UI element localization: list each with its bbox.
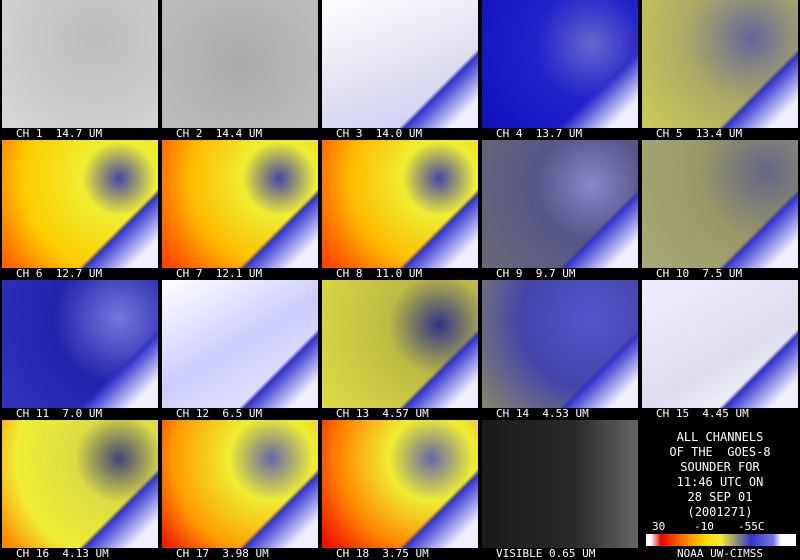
channel-image bbox=[642, 0, 798, 128]
channel-image bbox=[322, 280, 478, 408]
channel-panel: CH 18 3.75 UM bbox=[320, 420, 480, 560]
coast bbox=[482, 140, 638, 268]
credit: NOAA UW-CIMSS bbox=[676, 547, 764, 560]
channel-panel: CH 5 13.4 UM bbox=[640, 0, 800, 140]
coast bbox=[322, 0, 478, 128]
info-line: 28 SEP 01 bbox=[687, 490, 753, 504]
coast bbox=[322, 420, 478, 548]
channel-panel: CH 13 4.57 UM bbox=[320, 280, 480, 420]
channel-panel: CH 2 14.4 UM bbox=[160, 0, 320, 140]
channel-label: CH 2 14.4 UM bbox=[160, 128, 320, 140]
channel-image bbox=[2, 280, 158, 408]
scale-label: 30 bbox=[652, 520, 666, 533]
channel-image bbox=[322, 140, 478, 268]
channel-label: CH 17 3.98 UM bbox=[160, 548, 320, 560]
channel-label: CH 18 3.75 UM bbox=[320, 548, 480, 560]
coast bbox=[642, 280, 798, 408]
channel-panel: CH 17 3.98 UM bbox=[160, 420, 320, 560]
coast bbox=[2, 420, 158, 548]
channel-panel: CH 16 4.13 UM bbox=[0, 420, 160, 560]
info-line: SOUNDER FOR bbox=[680, 460, 760, 474]
coast bbox=[322, 280, 478, 408]
coast bbox=[642, 0, 798, 128]
channel-panel: CH 3 14.0 UM bbox=[320, 0, 480, 140]
coast bbox=[482, 0, 638, 128]
channel-image bbox=[482, 0, 638, 128]
coast bbox=[2, 140, 158, 268]
channel-label: CH 8 11.0 UM bbox=[320, 268, 480, 280]
channel-label: VISIBLE 0.65 UM bbox=[480, 548, 640, 560]
channel-label: CH 1 14.7 UM bbox=[0, 128, 160, 140]
channel-image bbox=[2, 0, 158, 128]
scale-label: -10 bbox=[694, 520, 714, 533]
coast bbox=[482, 280, 638, 408]
channel-panel: CH 1 14.7 UM bbox=[0, 0, 160, 140]
channel-label: CH 6 12.7 UM bbox=[0, 268, 160, 280]
coast bbox=[162, 420, 318, 548]
coast bbox=[162, 140, 318, 268]
channel-panel: VISIBLE 0.65 UM bbox=[480, 420, 640, 560]
channel-image bbox=[162, 280, 318, 408]
color-scale bbox=[646, 534, 796, 546]
channel-label: CH 11 7.0 UM bbox=[0, 408, 160, 420]
channel-label: CH 13 4.57 UM bbox=[320, 408, 480, 420]
channel-label: CH 10 7.5 UM bbox=[640, 268, 800, 280]
channel-image bbox=[322, 420, 478, 548]
channel-panel: CH 9 9.7 UM bbox=[480, 140, 640, 280]
channel-image bbox=[162, 0, 318, 128]
scale-label: -55C bbox=[738, 520, 765, 533]
channel-label: CH 12 6.5 UM bbox=[160, 408, 320, 420]
channel-panel: CH 10 7.5 UM bbox=[640, 140, 800, 280]
channel-label: CH 5 13.4 UM bbox=[640, 128, 800, 140]
channel-panel: CH 6 12.7 UM bbox=[0, 140, 160, 280]
channel-label: CH 9 9.7 UM bbox=[480, 268, 640, 280]
info-line: (2001271) bbox=[687, 505, 753, 519]
coast bbox=[322, 140, 478, 268]
channel-image bbox=[162, 420, 318, 548]
coast bbox=[2, 280, 158, 408]
channel-image bbox=[642, 280, 798, 408]
channel-image bbox=[322, 0, 478, 128]
info-line: 11:46 UTC ON bbox=[676, 475, 764, 489]
info-line: OF THE GOES-8 bbox=[669, 445, 771, 459]
info-line: ALL CHANNELS bbox=[676, 430, 764, 444]
coast bbox=[642, 140, 798, 268]
channel-image bbox=[482, 420, 638, 548]
channel-image bbox=[2, 420, 158, 548]
coast bbox=[162, 280, 318, 408]
channel-label: CH 3 14.0 UM bbox=[320, 128, 480, 140]
channel-image bbox=[2, 140, 158, 268]
channel-label: CH 14 4.53 UM bbox=[480, 408, 640, 420]
channel-panel: CH 7 12.1 UM bbox=[160, 140, 320, 280]
channel-panel: CH 15 4.45 UM bbox=[640, 280, 800, 420]
channel-label: CH 4 13.7 UM bbox=[480, 128, 640, 140]
info-panel: 30 -10 -55C NOAA UW-CIMSS ALL CHANNELS OF… bbox=[640, 420, 800, 560]
channel-image bbox=[482, 280, 638, 408]
channel-label: CH 15 4.45 UM bbox=[640, 408, 800, 420]
channel-image bbox=[642, 140, 798, 268]
channel-image bbox=[482, 140, 638, 268]
channel-label: CH 7 12.1 UM bbox=[160, 268, 320, 280]
channel-panel: CH 14 4.53 UM bbox=[480, 280, 640, 420]
channel-image bbox=[162, 140, 318, 268]
channel-panel: CH 8 11.0 UM bbox=[320, 140, 480, 280]
channel-panel: CH 11 7.0 UM bbox=[0, 280, 160, 420]
channel-panel: CH 4 13.7 UM bbox=[480, 0, 640, 140]
channel-label: CH 16 4.13 UM bbox=[0, 548, 160, 560]
channel-panel: CH 12 6.5 UM bbox=[160, 280, 320, 420]
